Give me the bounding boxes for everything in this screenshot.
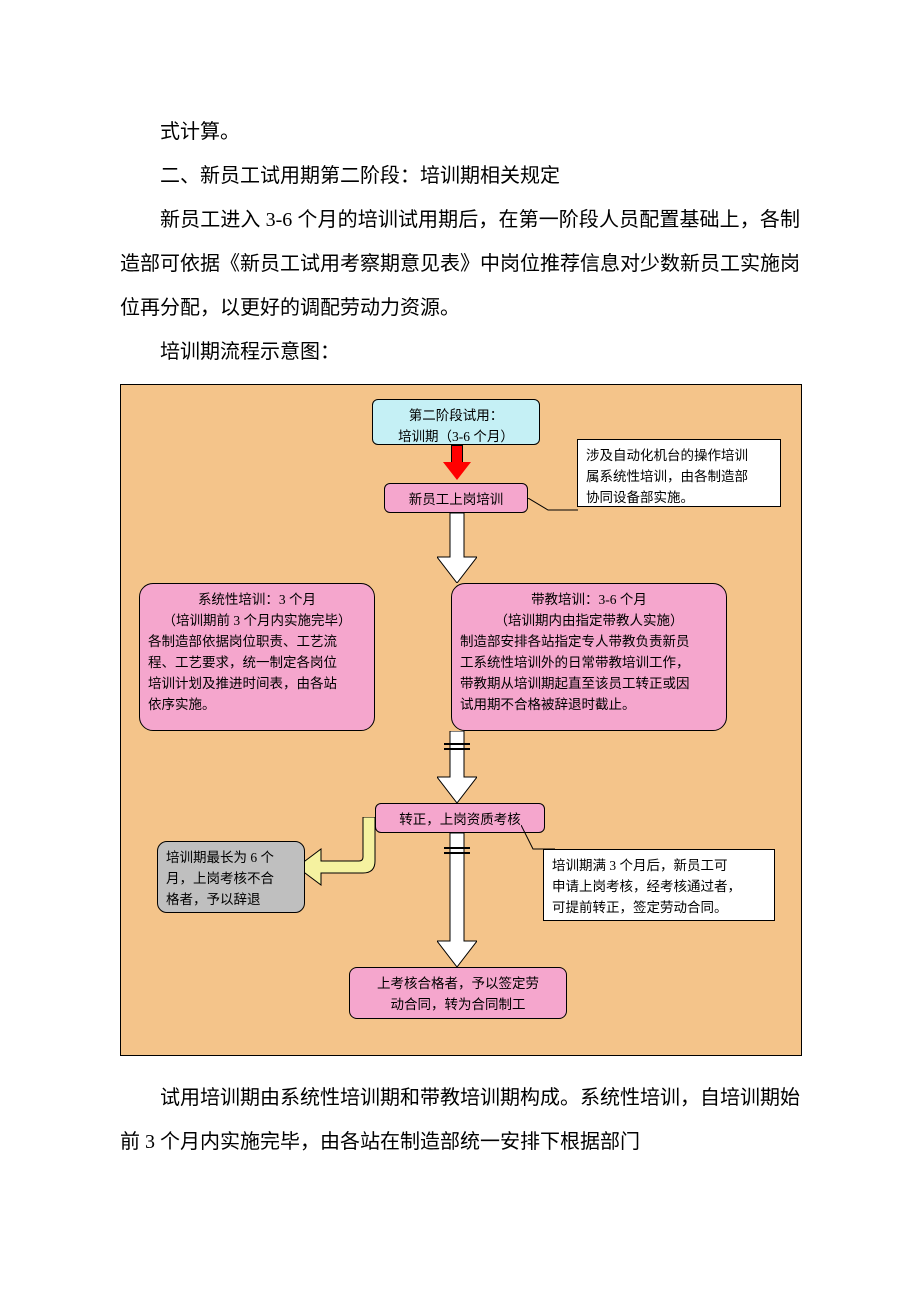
sys-t1: 系统性培训：3 个月 (148, 590, 366, 611)
node-stage: 第二阶段试用：培训期（3-6 个月） (372, 399, 540, 445)
cr-t1: 培训期满 3 个月后，新员工可 (552, 856, 766, 877)
node-onboard: 新员工上岗培训 (384, 483, 528, 513)
men-t1: 带教培训：3-6 个月 (460, 590, 718, 611)
cr-t3: 可提前转正，签定劳动合同。 (552, 898, 766, 919)
callout-top-line3: 协同设备部实施。 (586, 488, 772, 509)
pass-t2: 动合同，转为合同制工 (358, 995, 558, 1016)
fail-t2: 月，上岗考核不合 (166, 869, 296, 890)
callout-automation: 涉及自动化机台的操作培训属系统性培训，由各制造部协同设备部实施。 (577, 439, 781, 507)
node-mentor-training: 带教培训：3-6 个月（培训期内由指定带教人实施）制造部安排各站指定专人带教负责… (451, 583, 727, 731)
document-page: 式计算。 二、新员工试用期第二阶段：培训期相关规定 新员工进入 3-6 个月的培… (0, 0, 920, 1244)
red-arrow-icon (443, 445, 471, 481)
callout-leader-line (528, 498, 578, 517)
flowchart: 第二阶段试用：培训期（3-6 个月） 新员工上岗培训 涉及自动化机台的操作培训属系统… (120, 384, 802, 1056)
sys-t5: 培训计划及推进时间表，由各站 (148, 674, 366, 695)
paragraph-3: 新员工进入 3-6 个月的培训试用期后，在第一阶段人员配置基础上，各制造部可依据… (120, 198, 800, 330)
node-pass: 上考核合格者，予以签定劳动合同，转为合同制工 (349, 967, 567, 1019)
paragraph-1: 式计算。 (120, 110, 800, 154)
flowchart-container: 第二阶段试用：培训期（3-6 个月） 新员工上岗培训 涉及自动化机台的操作培训属系统… (120, 384, 800, 1056)
men-t2: （培训期内由指定带教人实施） (460, 611, 718, 632)
elbow-arrow-left-icon (291, 817, 387, 892)
callout-pass-early: 培训期满 3 个月后，新员工可申请上岗考核，经考核通过者，可提前转正，签定劳动合… (543, 849, 775, 921)
sys-t6: 依序实施。 (148, 695, 366, 716)
stage-line1: 第二阶段试用： (381, 406, 531, 427)
node-fail: 培训期最长为 6 个月，上岗考核不合格者，予以辞退 (157, 841, 305, 913)
men-t3: 制造部安排各站指定专人带教负责新员 (460, 632, 718, 653)
men-t4: 工系统性培训外的日常带教培训工作， (460, 653, 718, 674)
paragraph-2: 二、新员工试用期第二阶段：培训期相关规定 (120, 154, 800, 198)
sys-t3: 各制造部依据岗位职责、工艺流 (148, 632, 366, 653)
fail-t3: 格者，予以辞退 (166, 890, 296, 911)
fail-t1: 培训期最长为 6 个 (166, 848, 296, 869)
pass-t1: 上考核合格者，予以签定劳 (358, 974, 558, 995)
men-t5: 带教期从培训期起直至该员工转正或因 (460, 674, 718, 695)
callout-top-line2: 属系统性培训，由各制造部 (586, 467, 772, 488)
callout-top-line1: 涉及自动化机台的操作培训 (586, 446, 772, 467)
paragraph-4: 培训期流程示意图： (120, 330, 800, 374)
split-join-line (251, 581, 591, 582)
sys-t2: （培训期前 3 个月内实施完毕） (148, 611, 366, 632)
node-systematic-training: 系统性培训：3 个月（培训期前 3 个月内实施完毕）各制造部依据岗位职责、工艺流… (139, 583, 375, 731)
node-assess: 转正，上岗资质考核 (375, 803, 545, 833)
sys-t4: 程、工艺要求，统一制定各岗位 (148, 653, 366, 674)
paragraph-5: 试用培训期由系统性培训期和带教培训期构成。系统性培训，自培训期始前 3 个月内实… (120, 1076, 800, 1164)
white-arrow-down-1-icon (437, 513, 477, 588)
double-bar-icon-1 (444, 743, 470, 751)
callout-right-leader (521, 825, 555, 860)
cr-t2: 申请上岗考核，经考核通过者， (552, 877, 766, 898)
double-bar-icon-2 (444, 847, 470, 855)
men-t6: 试用期不合格被辞退时截止。 (460, 695, 718, 716)
